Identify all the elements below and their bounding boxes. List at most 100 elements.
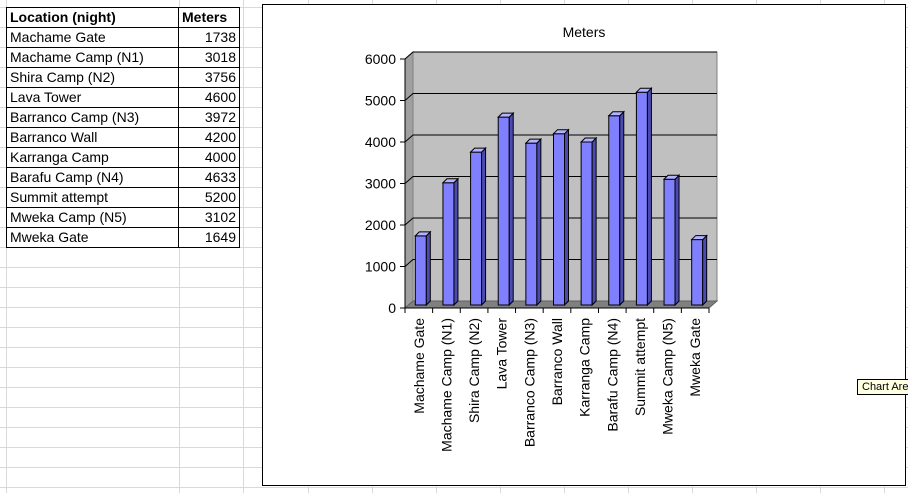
bar-front: [608, 115, 621, 306]
table-row: Barafu Camp (N4) 4633: [6, 167, 240, 188]
chart-area-tooltip: Chart Area: [857, 379, 908, 395]
cell-location[interactable]: Barafu Camp (N4): [6, 167, 179, 188]
cell-location[interactable]: Mweka Camp (N5): [6, 207, 179, 228]
bar-front: [497, 116, 510, 306]
bar-side: [646, 86, 652, 307]
cell-meters[interactable]: 1738: [178, 27, 240, 48]
table-row: Lava Tower 4600: [6, 87, 240, 108]
bar-front: [414, 235, 427, 306]
cell-meters[interactable]: 3756: [178, 67, 240, 88]
x-tick-label: Machame Gate: [411, 318, 427, 414]
x-tick-label: Barranco Camp (N3): [521, 318, 537, 447]
table-row: Shira Camp (N2) 3756: [6, 67, 240, 88]
cell-location[interactable]: Summit attempt: [6, 187, 179, 208]
cell-meters[interactable]: 3972: [178, 107, 240, 128]
cell-meters[interactable]: 4600: [178, 87, 240, 108]
bar-side: [564, 128, 569, 307]
bar-front: [442, 182, 455, 306]
bar-top: [662, 174, 681, 180]
cell-location[interactable]: Lava Tower: [6, 87, 179, 108]
bar-side: [674, 174, 680, 307]
x-tick-label: Barafu Camp (N4): [604, 318, 620, 432]
chart-title[interactable]: Meters: [562, 24, 606, 40]
bar-front: [663, 178, 676, 306]
bar-top: [607, 111, 625, 117]
bar[interactable]: [469, 146, 487, 307]
bar[interactable]: [497, 111, 515, 307]
chart-area[interactable]: 0 1000 2000 3000 4000 5000 6000 Machame Gate Mac…: [262, 4, 906, 486]
bar-side: [508, 111, 514, 307]
table-row: Mweka Camp (N5) 3102: [6, 207, 240, 228]
x-tick-label: Barranco Wall: [549, 318, 565, 405]
bar-top: [441, 178, 460, 184]
bar-top: [524, 138, 543, 144]
y-tick-label: 1000: [365, 259, 396, 275]
table-row: Karranga Camp 4000: [6, 147, 240, 168]
table-row: Barranco Camp (N3) 3972: [6, 107, 240, 128]
y-tick-label: 0: [388, 300, 396, 316]
cell-meters[interactable]: 4633: [178, 167, 240, 188]
x-tick-label: Shira Camp (N2): [466, 318, 482, 423]
cell-location[interactable]: Machame Camp (N1): [6, 47, 179, 68]
data-table: Location (night) Meters Machame Gate 1738…: [6, 7, 240, 248]
bar[interactable]: [414, 230, 432, 307]
table-row: Summit attempt 5200: [6, 187, 240, 208]
bar[interactable]: [690, 234, 708, 307]
bar-side: [536, 137, 542, 307]
table-row: Barranco Wall 4200: [6, 127, 240, 148]
cell-meters[interactable]: 3102: [178, 207, 240, 228]
bar-side: [453, 177, 459, 307]
bar-side: [702, 234, 708, 307]
bar[interactable]: [662, 174, 681, 307]
cell-location[interactable]: Barranco Camp (N3): [6, 107, 179, 128]
bar[interactable]: [635, 86, 653, 307]
cell-location[interactable]: Barranco Wall: [6, 127, 179, 148]
y-tick-label: 4000: [365, 134, 396, 150]
bar-chart: 0 1000 2000 3000 4000 5000 6000 Machame Gate Mac…: [365, 50, 719, 452]
bar-top: [579, 137, 598, 143]
bar-front: [470, 151, 483, 306]
y-tick-label: 3000: [365, 176, 396, 192]
bar-top: [414, 231, 432, 237]
cell-location[interactable]: Machame Gate: [6, 27, 179, 48]
cell-location[interactable]: Karranga Camp: [6, 147, 179, 168]
bar[interactable]: [441, 177, 460, 307]
bar[interactable]: [524, 137, 543, 307]
bar-front: [635, 91, 648, 306]
table-row: Machame Gate 1738: [6, 27, 240, 48]
x-tick-label: Summit attempt: [632, 318, 648, 416]
cell-meters[interactable]: 4200: [178, 127, 240, 148]
bar-front: [691, 239, 704, 306]
bar-top: [497, 112, 515, 118]
column-header-location[interactable]: Location (night): [6, 7, 179, 28]
y-tick-label: 5000: [365, 93, 396, 109]
x-tick-label: Mweka Gate: [687, 318, 703, 397]
cell-meters[interactable]: 4000: [178, 147, 240, 168]
cell-meters[interactable]: 1649: [178, 227, 240, 248]
column-header-meters[interactable]: Meters: [178, 7, 240, 28]
x-tick-label: Machame Camp (N1): [438, 318, 454, 452]
bar[interactable]: [579, 136, 598, 307]
cell-meters[interactable]: 3018: [178, 47, 240, 68]
bar-top: [690, 235, 708, 241]
x-tick-label: Karranga Camp: [577, 318, 593, 417]
cell-meters[interactable]: 5200: [178, 187, 240, 208]
x-tick-label: Lava Tower: [494, 318, 510, 390]
bar-side: [481, 146, 487, 307]
bar-top: [552, 129, 570, 135]
x-tick-label: Mweka Camp (N5): [660, 318, 676, 435]
cell-location[interactable]: Shira Camp (N2): [6, 67, 179, 88]
y-tick-label: 6000: [365, 51, 396, 67]
bar[interactable]: [552, 128, 570, 307]
bar-front: [580, 141, 593, 306]
bar-front: [525, 142, 538, 306]
bar-side: [619, 110, 625, 307]
y-tick-label: 2000: [365, 217, 396, 233]
bar[interactable]: [607, 110, 625, 307]
gridline: [404, 51, 717, 60]
bar-top: [469, 147, 487, 153]
gridline: [404, 93, 717, 101]
table-row: Mweka Gate 1649: [6, 227, 240, 248]
cell-location[interactable]: Mweka Gate: [6, 227, 179, 248]
bar-front: [553, 133, 565, 306]
